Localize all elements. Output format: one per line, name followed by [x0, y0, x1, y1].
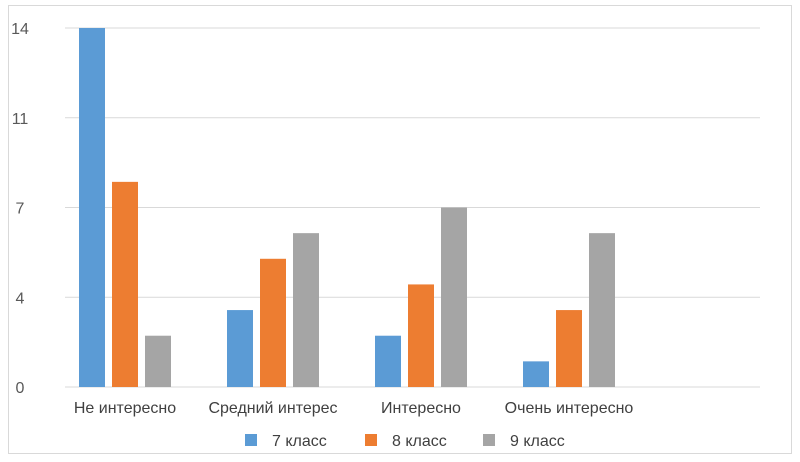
- y-tick-label: 0: [16, 380, 25, 397]
- legend-swatch: [245, 434, 257, 446]
- legend-label: 8 класс: [392, 433, 447, 450]
- legend: 7 класс 8 класс 9 класс: [245, 433, 565, 450]
- y-tick-label: 7: [16, 201, 25, 218]
- bar: [293, 233, 319, 387]
- x-axis-labels: Не интересно Средний интерес Интересно Очен…: [74, 400, 634, 417]
- bar: [589, 233, 615, 387]
- legend-swatch: [483, 434, 495, 446]
- y-tick-label: 4: [16, 290, 25, 307]
- bar: [260, 258, 286, 387]
- legend-label: 9 класс: [510, 433, 565, 450]
- y-tick-label: 14: [11, 21, 29, 38]
- bar: [408, 284, 434, 387]
- bar: [227, 310, 253, 387]
- bar: [441, 207, 467, 387]
- x-category-label: Очень интересно: [505, 400, 634, 417]
- bars: [79, 28, 615, 387]
- legend-swatch: [365, 434, 377, 446]
- bar: [556, 310, 582, 387]
- x-category-label: Интересно: [381, 400, 461, 417]
- bar: [375, 335, 401, 387]
- legend-label: 7 класс: [272, 433, 327, 450]
- y-tick-label: 11: [12, 111, 29, 128]
- bar: [112, 181, 138, 387]
- bar: [145, 335, 171, 387]
- bar: [523, 361, 549, 387]
- x-category-label: Не интересно: [74, 400, 176, 417]
- x-category-label: Средний интерес: [208, 400, 337, 417]
- y-axis-ticks: 0 4 7 11 14: [11, 21, 29, 397]
- bar: [79, 28, 105, 387]
